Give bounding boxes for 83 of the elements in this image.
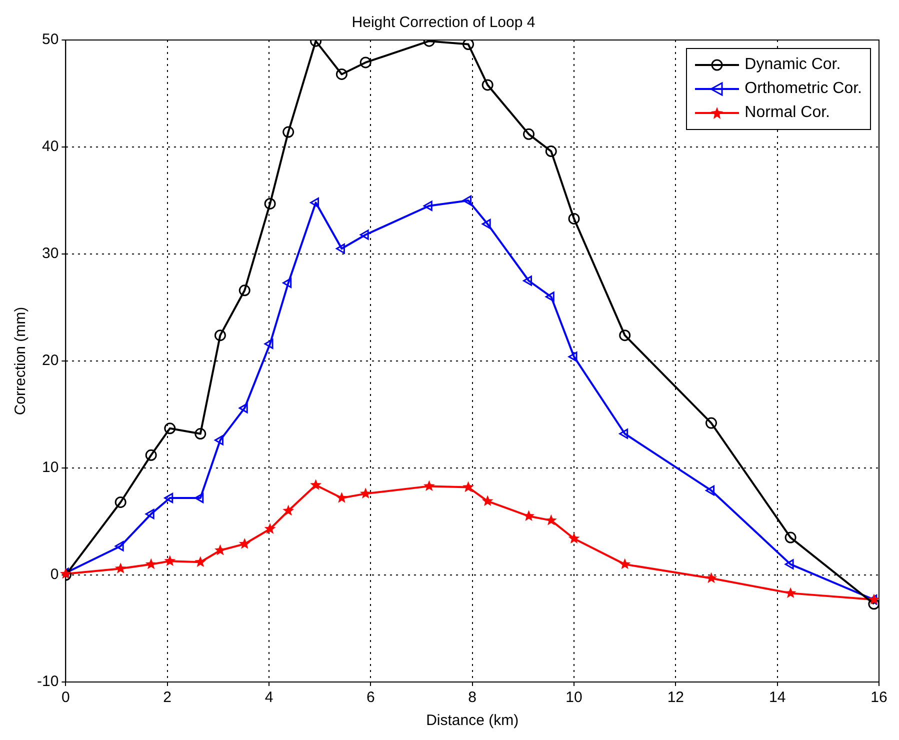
point (784, 559, 794, 570)
point (482, 218, 491, 230)
point (336, 68, 348, 80)
point (145, 508, 154, 520)
point (336, 244, 345, 254)
x-tick-label: 14 (768, 689, 786, 706)
x-tick-label: 12 (667, 689, 684, 706)
point (868, 594, 880, 604)
x-tick-label: 10 (566, 689, 582, 706)
point (60, 568, 72, 579)
y-tick-label: 40 (42, 138, 59, 156)
point (264, 522, 276, 534)
point (214, 435, 224, 446)
point (238, 284, 250, 296)
point (282, 278, 292, 288)
point (545, 146, 557, 158)
point (164, 492, 174, 504)
point (164, 555, 176, 566)
point (462, 481, 474, 492)
legend-label: Normal Cor. (744, 103, 830, 123)
point (310, 479, 322, 490)
point (264, 198, 276, 210)
point (114, 541, 124, 552)
point (282, 504, 294, 516)
point (114, 496, 126, 508)
point (784, 532, 796, 544)
x-axis-title: Distance (km) (426, 712, 519, 730)
legend-label: Orthometric Cor. (744, 79, 862, 99)
point (784, 587, 796, 598)
point (310, 198, 320, 208)
point (706, 485, 715, 496)
x-tick-label: 8 (468, 689, 477, 706)
point (568, 532, 580, 544)
point (238, 538, 250, 549)
point (545, 514, 557, 526)
x-tick-label: 6 (366, 689, 375, 706)
point (214, 544, 226, 556)
point (482, 495, 494, 506)
chart-title: Height Correction of Loop 4 (352, 14, 536, 32)
point (462, 195, 472, 206)
point (214, 330, 226, 342)
point (194, 556, 206, 568)
point (423, 480, 435, 492)
y-axis-title: Correction (mm) (12, 306, 30, 416)
point (145, 558, 157, 570)
point (482, 79, 494, 91)
point (462, 40, 474, 50)
y-tick-label: 50 (42, 31, 59, 48)
point (523, 276, 532, 286)
point (282, 126, 294, 138)
legend-label: Dynamic Cor. (744, 55, 841, 75)
point (114, 562, 126, 574)
point (619, 558, 631, 570)
point (868, 598, 879, 610)
y-tick-label: 10 (42, 459, 59, 476)
x-tick-label: 0 (62, 689, 70, 706)
point (619, 330, 631, 342)
y-tick-label: 0 (50, 566, 59, 584)
y-tick-label: -10 (36, 673, 59, 690)
point (619, 428, 628, 439)
x-tick-label: 16 (870, 689, 888, 706)
point (194, 492, 204, 504)
point (568, 212, 580, 224)
point (360, 230, 369, 240)
point (523, 128, 535, 140)
point (545, 292, 554, 302)
y-tick-label: 20 (42, 352, 59, 370)
point (706, 572, 717, 584)
point (145, 449, 157, 461)
x-tick-label: 4 (264, 689, 274, 706)
point (360, 56, 372, 68)
point (264, 338, 274, 349)
point (706, 417, 718, 429)
point (360, 488, 372, 499)
point (423, 200, 432, 211)
y-tick-label: 30 (42, 245, 59, 262)
point (238, 403, 248, 414)
point (194, 428, 206, 440)
point (336, 492, 348, 503)
point (164, 422, 176, 434)
point (568, 352, 578, 362)
point (523, 510, 534, 522)
x-tick-label: 2 (163, 689, 172, 706)
